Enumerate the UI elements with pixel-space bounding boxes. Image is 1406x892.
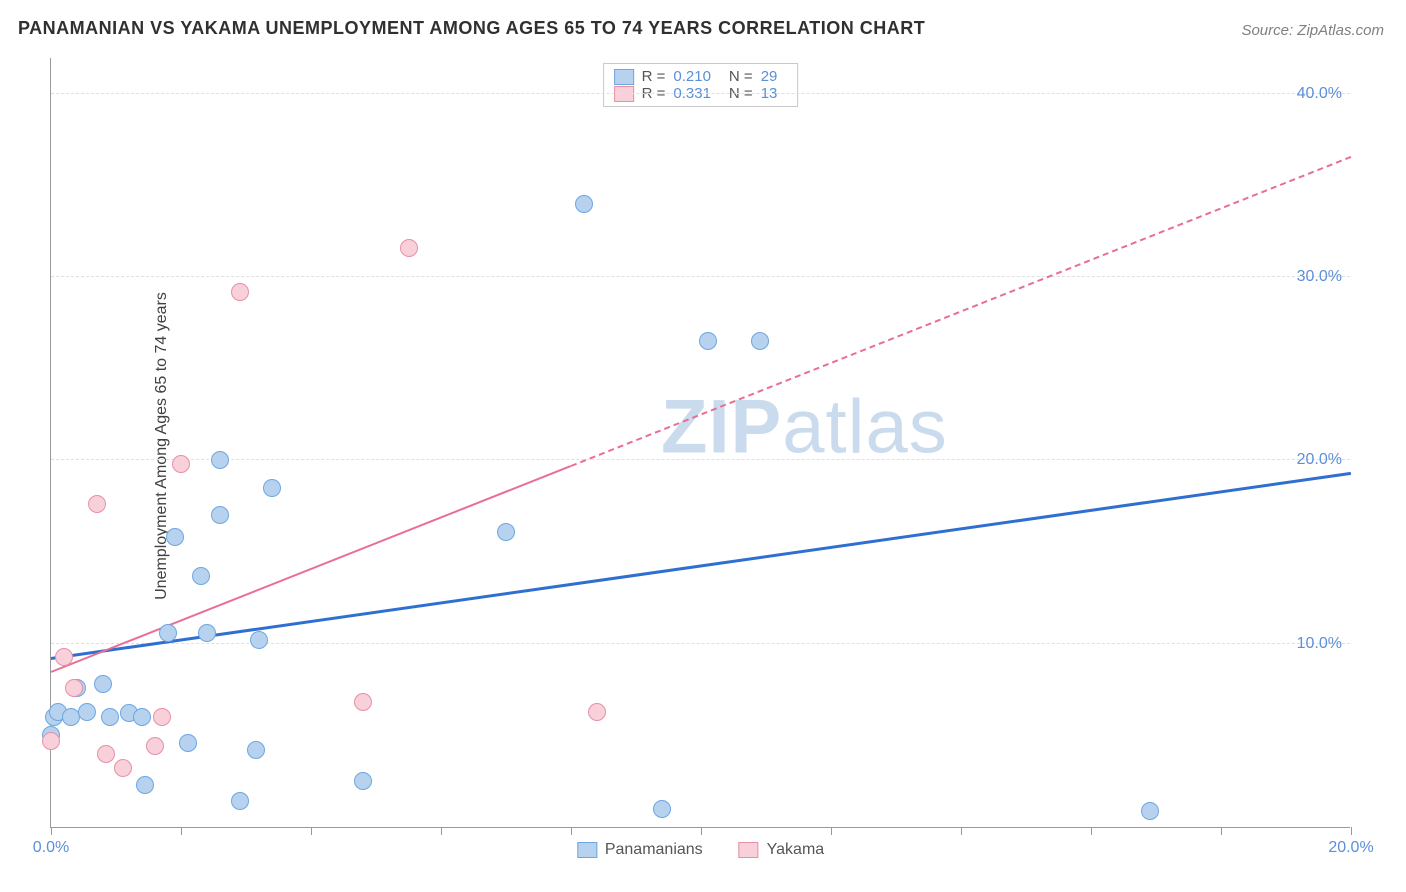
legend-n-value-0: 29 [761,68,778,85]
scatter-point [42,732,60,750]
scatter-point [400,239,418,257]
scatter-point [263,479,281,497]
xtick [961,827,962,835]
scatter-point [78,703,96,721]
xtick-label: 20.0% [1328,839,1373,857]
scatter-point [101,708,119,726]
plot-area: ZIPatlas R = 0.210 N = 29 R = 0.331 N = … [50,58,1350,828]
legend-n-label: N = [729,68,753,85]
xtick [441,827,442,835]
ytick-label: 20.0% [1297,451,1342,469]
scatter-point [497,523,515,541]
scatter-point [172,455,190,473]
scatter-point [211,506,229,524]
watermark-atlas: atlas [782,385,948,470]
xtick [51,827,52,835]
scatter-point [231,792,249,810]
xtick [1091,827,1092,835]
legend-item-0: Panamanians [577,841,703,859]
scatter-point [211,451,229,469]
chart-title: PANAMANIAN VS YAKAMA UNEMPLOYMENT AMONG … [18,18,925,39]
scatter-point [231,283,249,301]
scatter-point [153,708,171,726]
scatter-point [575,195,593,213]
source-label: Source: ZipAtlas.com [1241,22,1384,39]
scatter-point [136,776,154,794]
ytick-label: 30.0% [1297,268,1342,286]
xtick [181,827,182,835]
gridline-h [51,93,1350,94]
trendline [571,156,1352,467]
ytick-label: 10.0% [1297,635,1342,653]
scatter-point [114,759,132,777]
trendline [51,472,1351,660]
scatter-point [55,648,73,666]
scatter-point [88,495,106,513]
scatter-point [198,624,216,642]
legend-r-label: R = [642,68,666,85]
scatter-point [94,675,112,693]
xtick [1351,827,1352,835]
xtick [701,827,702,835]
legend-r-value-0: 0.210 [673,68,711,85]
legend-stats-row-0: R = 0.210 N = 29 [614,68,788,85]
scatter-point [133,708,151,726]
watermark-zip: ZIP [661,385,782,470]
scatter-point [699,332,717,350]
legend-swatch-0 [614,69,634,85]
scatter-point [1141,802,1159,820]
xtick [571,827,572,835]
legend-label-1: Yakama [767,841,825,859]
ytick-label: 40.0% [1297,85,1342,103]
scatter-point [588,703,606,721]
scatter-point [179,734,197,752]
scatter-point [192,567,210,585]
scatter-point [65,679,83,697]
legend-swatch [577,842,597,858]
scatter-point [653,800,671,818]
scatter-point [354,693,372,711]
xtick [831,827,832,835]
gridline-h [51,643,1350,644]
scatter-point [250,631,268,649]
xtick [311,827,312,835]
gridline-h [51,459,1350,460]
legend-item-1: Yakama [739,841,825,859]
legend-swatch [739,842,759,858]
legend-label-0: Panamanians [605,841,703,859]
watermark: ZIPatlas [661,384,948,471]
scatter-point [247,741,265,759]
scatter-point [166,528,184,546]
scatter-point [751,332,769,350]
scatter-point [97,745,115,763]
scatter-point [146,737,164,755]
legend-series: Panamanians Yakama [577,841,824,859]
xtick [1221,827,1222,835]
gridline-h [51,276,1350,277]
scatter-point [159,624,177,642]
legend-stats: R = 0.210 N = 29 R = 0.331 N = 13 [603,63,799,107]
xtick-label: 0.0% [33,839,69,857]
scatter-point [354,772,372,790]
